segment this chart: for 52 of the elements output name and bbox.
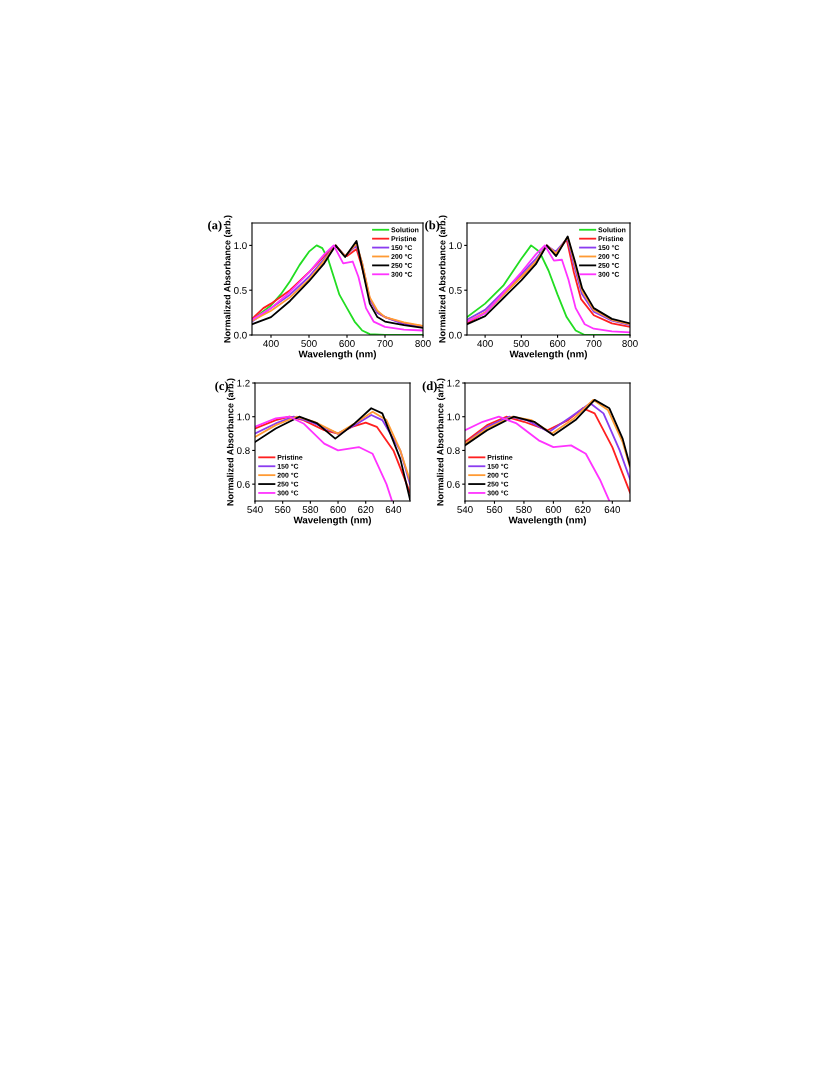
chart-title: (c) [215, 381, 229, 393]
y-tick-label: 1.0 [447, 413, 460, 421]
y-tick-label: 0.8 [447, 447, 460, 455]
x-tick-label: 600 [339, 340, 355, 347]
x-axis-title: Wavelength (nm) [508, 516, 586, 526]
y-tick-label: 1.2 [237, 379, 250, 387]
chart-title: (d) [422, 381, 437, 393]
x-tick-label: 800 [415, 340, 431, 347]
y-tick-label: 1.0 [234, 242, 247, 250]
x-tick-label: 600 [549, 340, 566, 347]
line-series [255, 415, 393, 501]
x-tick-label: 800 [622, 340, 638, 347]
y-tick-label: 0.0 [234, 331, 247, 339]
x-tick-label: 620 [575, 506, 591, 513]
x-tick-label: 540 [457, 506, 473, 513]
x-tick-label: 700 [377, 340, 393, 347]
line-series [465, 402, 630, 480]
line-series [465, 407, 630, 494]
y-axis-title: Normalized Absorbance (arb.) [436, 378, 446, 506]
y-tick-label: 0.0 [449, 331, 462, 339]
chart-title: (a) [208, 220, 222, 232]
x-tick-label: 640 [385, 506, 402, 513]
x-tick-label: 500 [301, 340, 317, 347]
line-series [465, 415, 611, 501]
y-tick-label: 1.0 [237, 413, 250, 421]
x-tick-label: 540 [247, 506, 263, 513]
y-tick-label: 0.5 [234, 286, 247, 294]
y-axis-title: Normalized Absorbance (arb.) [223, 215, 233, 343]
x-tick-label: 580 [516, 506, 532, 513]
x-tick-label: 400 [477, 340, 493, 347]
x-axis-title: Wavelength (nm) [509, 350, 587, 360]
x-tick-label: 640 [604, 506, 621, 513]
y-tick-label: 0.8 [237, 447, 250, 455]
y-tick-label: 1.2 [447, 379, 460, 387]
y-tick-label: 0.6 [237, 480, 250, 488]
x-axis-title: Wavelength (nm) [293, 516, 371, 526]
x-tick-label: 700 [586, 340, 602, 347]
x-tick-label: 560 [486, 506, 503, 513]
x-axis-title: Wavelength (nm) [298, 350, 376, 360]
x-tick-label: 500 [513, 340, 530, 347]
x-tick-label: 620 [358, 506, 374, 513]
x-tick-label: 400 [263, 340, 279, 347]
y-axis-title: Normalized Absorbance (arb.) [226, 378, 236, 506]
x-tick-label: 560 [274, 506, 291, 513]
x-tick-label: 580 [302, 506, 319, 513]
y-tick-label: 0.5 [449, 286, 462, 294]
y-axis-title: Normalized Absorbance (arb.) [438, 215, 448, 343]
chart-title: (b) [425, 220, 440, 232]
y-tick-label: 0.6 [447, 480, 460, 488]
x-tick-label: 600 [545, 506, 562, 513]
y-tick-label: 1.0 [449, 242, 462, 250]
x-tick-label: 600 [330, 506, 346, 513]
